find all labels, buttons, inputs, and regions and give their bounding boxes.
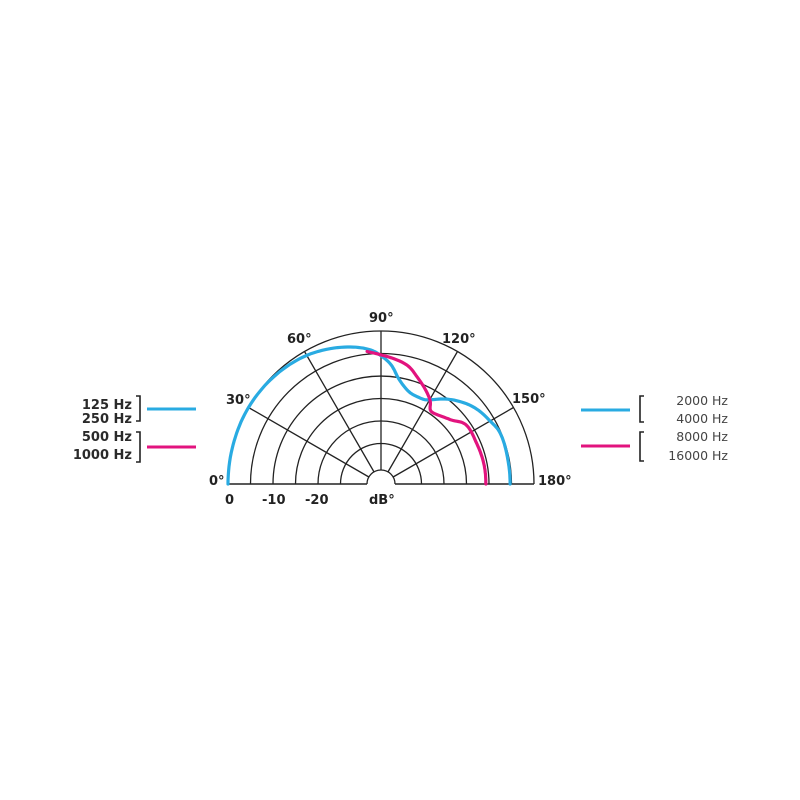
grid-spoke — [387, 351, 459, 473]
grid-spoke — [392, 406, 514, 478]
legend-bracket-left — [136, 395, 141, 422]
series-line-1 — [365, 349, 488, 486]
legend-right-label: 4000 Hz — [676, 411, 728, 426]
angle-label-0: 0° — [209, 474, 225, 489]
legend-bracket-right — [639, 431, 644, 462]
angle-label-180: 180° — [538, 474, 572, 489]
legend-right-label: 8000 Hz — [676, 429, 728, 444]
legend-left-label: 250 Hz — [81, 412, 132, 427]
radial-label-0: 0 — [225, 493, 235, 508]
grid-center-hole — [366, 469, 396, 485]
radial-label-minus10: -10 — [262, 493, 286, 508]
grid-spoke — [248, 406, 370, 478]
radial-unit-label: dB° — [369, 493, 395, 508]
series-line-0 — [226, 345, 512, 486]
grid-spoke — [303, 351, 375, 473]
radial-label-minus20: -20 — [305, 493, 329, 508]
angle-label-60: 60° — [287, 332, 312, 347]
legend-bracket-left — [136, 431, 141, 463]
legend-left-label: 500 Hz — [81, 430, 132, 445]
legend-bracket-right — [639, 395, 644, 423]
legend-right-label: 2000 Hz — [676, 393, 728, 408]
angle-label-120: 120° — [442, 332, 476, 347]
legend-left-label: 1000 Hz — [72, 448, 132, 463]
legend-left-label: 125 Hz — [81, 398, 132, 413]
legend-right-label: 16000 Hz — [668, 448, 728, 463]
angle-label-90: 90° — [369, 311, 394, 326]
angle-label-30: 30° — [226, 393, 251, 408]
angle-label-150: 150° — [512, 392, 546, 407]
